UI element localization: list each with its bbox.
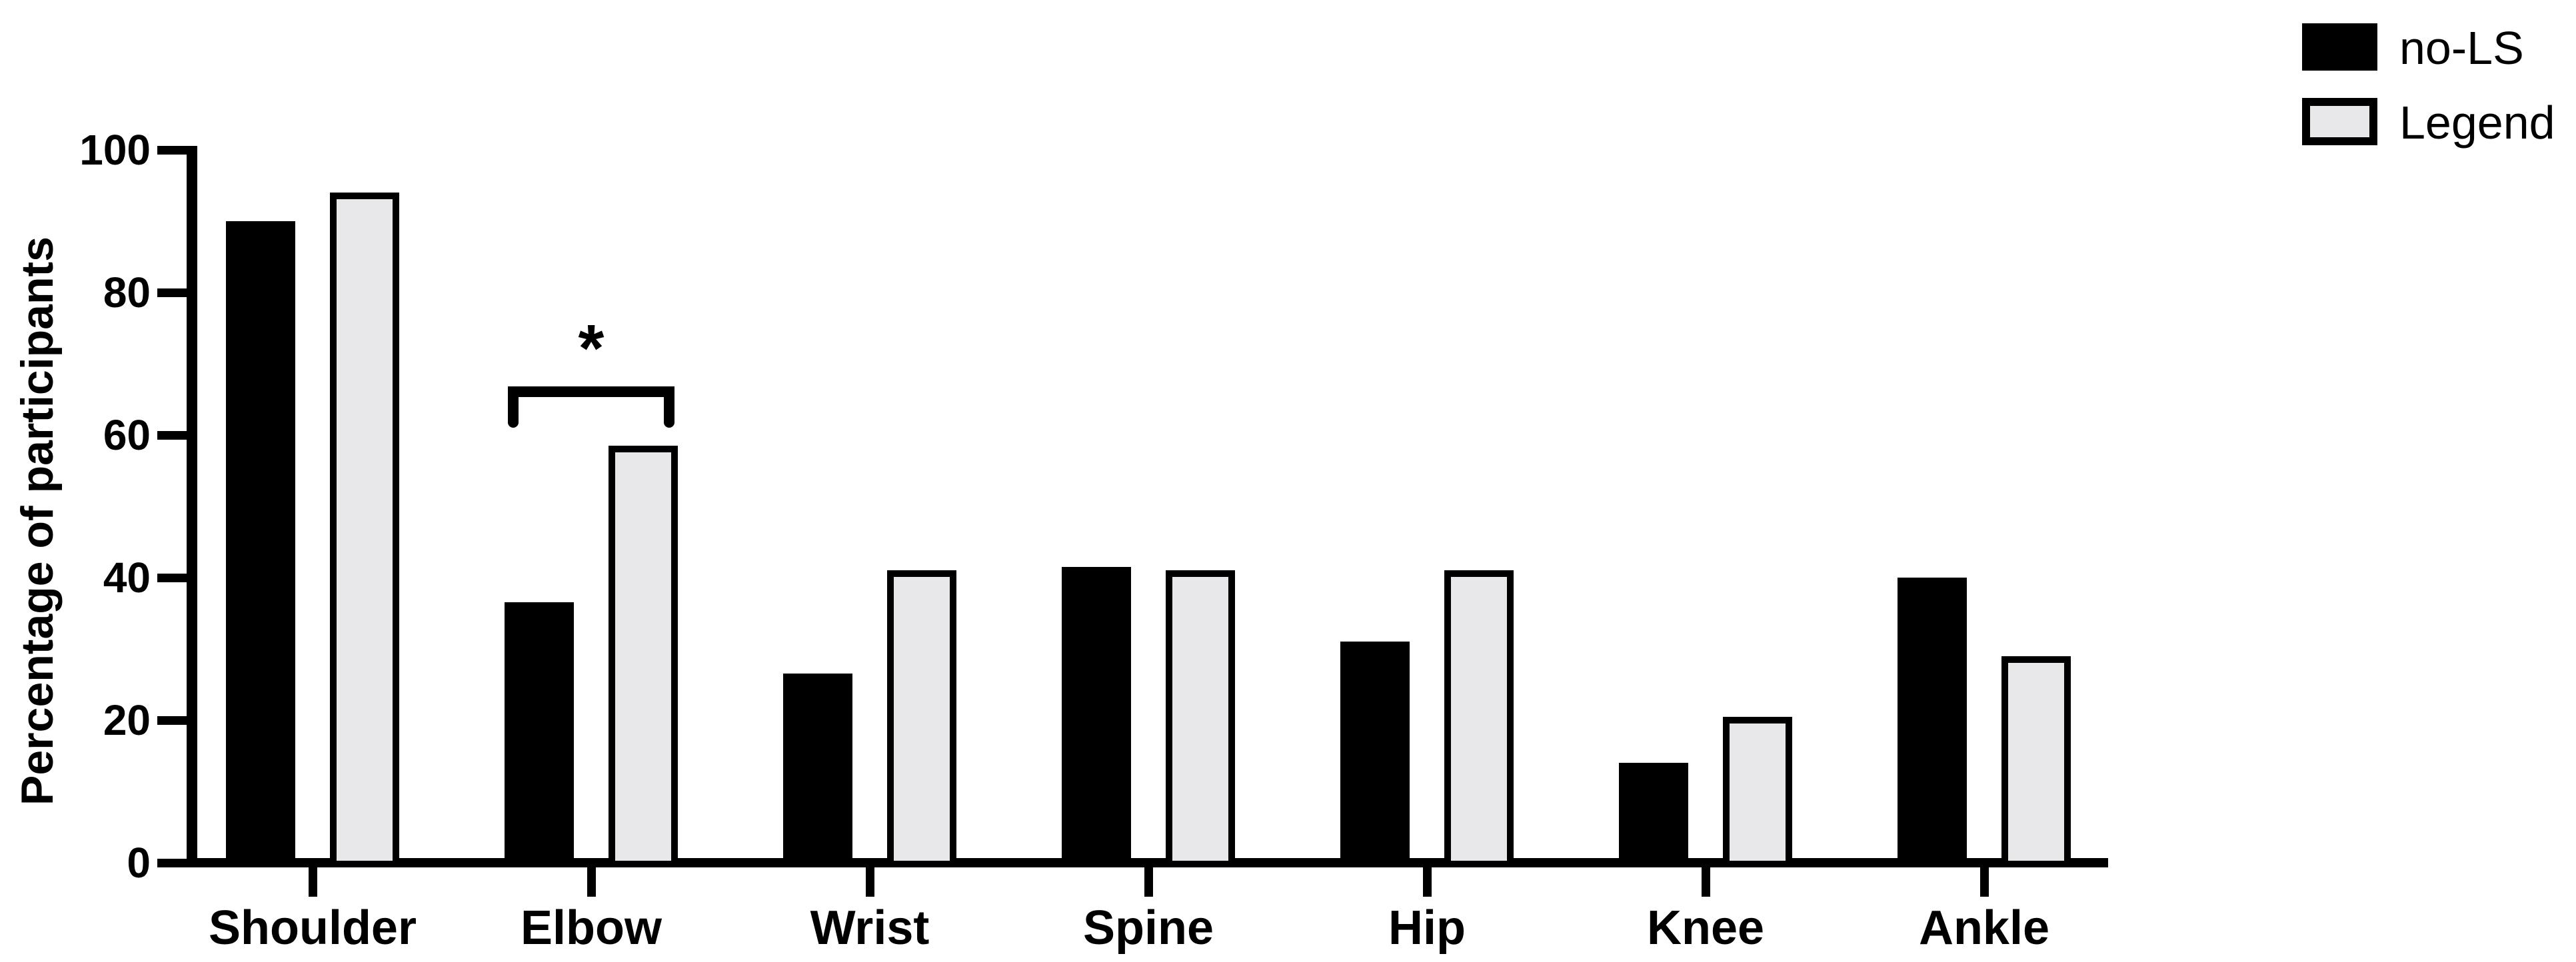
x-tick-label-wrist: Wrist [810,901,930,955]
y-tick-20 [157,716,188,725]
bar-no-ls-elbow [505,602,574,867]
y-tick-label-60: 60 [103,411,151,459]
y-tick-label-100: 100 [79,126,151,174]
y-tick-label-40: 40 [103,554,151,602]
x-tick-knee [1702,867,1710,897]
significance-asterisk: * [578,311,605,386]
no-ls-swatch-icon [2302,23,2377,71]
bar-no-ls-spine [1062,566,1131,867]
bar-no-ls-knee [1619,763,1688,867]
x-tick-ankle [1980,867,1989,897]
x-tick-label-spine: Spine [1082,901,1214,955]
x-tick-label-shoulder: Shoulder [208,901,417,955]
x-axis-line [187,858,2108,867]
y-axis-line [187,146,197,867]
x-tick-wrist [866,867,874,897]
bar-legend-knee [1723,716,1792,867]
x-tick-hip [1423,867,1432,897]
x-tick-spine [1144,867,1153,897]
bar-no-ls-wrist [783,674,852,867]
bar-legend-hip [1444,570,1514,867]
y-tick-100 [157,146,188,155]
bar-legend-ankle [2001,656,2071,867]
x-tick-label-elbow: Elbow [521,901,662,955]
x-tick-shoulder [309,867,317,897]
x-tick-elbow [587,867,596,897]
bar-legend-spine [1166,570,1235,867]
bar-legend-elbow [609,446,678,867]
bar-legend-wrist [887,570,956,867]
y-tick-label-0: 0 [127,839,151,887]
bar-legend-shoulder [330,193,399,867]
y-tick-label-20: 20 [103,696,151,744]
y-tick-40 [157,574,188,582]
x-tick-label-knee: Knee [1646,901,1765,955]
x-tick-label-ankle: Ankle [1918,901,2050,955]
legend-label-legend: Legend [2399,97,2555,149]
y-tick-60 [157,431,188,440]
y-tick-0 [157,859,188,867]
bar-no-ls-hip [1340,642,1410,867]
y-tick-80 [157,288,188,297]
legend-label-no-ls: no-LS [2399,22,2524,74]
bar-no-ls-shoulder [226,221,295,867]
y-tick-label-80: 80 [103,268,151,316]
legend-swatch-icon [2302,98,2377,145]
x-tick-label-hip: Hip [1388,901,1466,955]
bar-no-ls-ankle [1898,578,1967,867]
